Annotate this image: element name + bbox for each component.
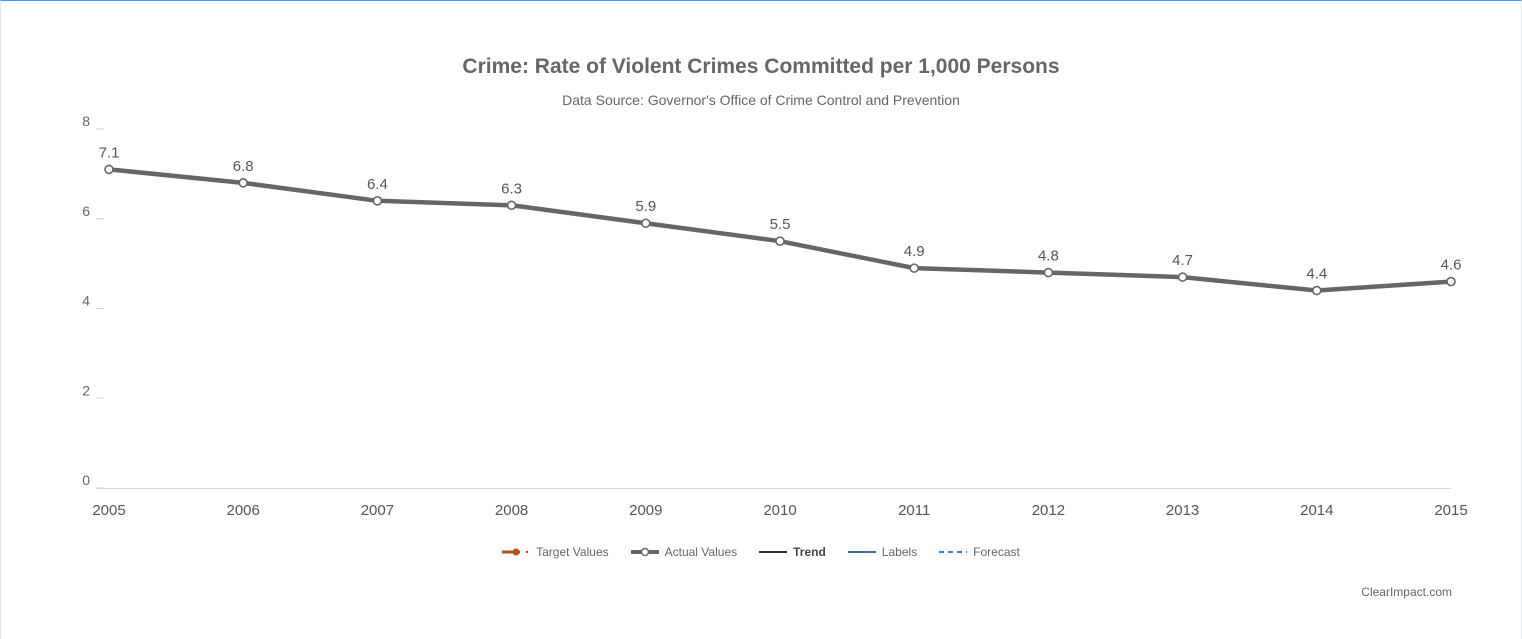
y-tick-label: 6: [82, 203, 90, 219]
data-point: [1043, 267, 1054, 278]
legend-label-forecast: Forecast: [973, 545, 1020, 559]
legend-label-labels: Labels: [881, 545, 918, 559]
chart-subtitle: Data Source: Governor's Office of Crime …: [562, 92, 960, 108]
actual-marker-icon: [630, 547, 659, 557]
y-tick-label: 2: [82, 382, 90, 398]
trend-line-icon: [759, 551, 788, 553]
x-tick-label: 2013: [1166, 502, 1199, 519]
data-label: 4.7: [1172, 252, 1193, 269]
x-tick-label: 2015: [1434, 502, 1467, 519]
data-point: [238, 178, 248, 188]
y-tick-label: 4: [82, 293, 90, 309]
data-point: [1177, 272, 1188, 282]
y-tick-label: 8: [82, 113, 90, 129]
x-tick-label: 2014: [1300, 502, 1333, 519]
x-tick-label: 2007: [361, 502, 394, 519]
x-tick-label: 2011: [898, 502, 930, 519]
data-label: 4.6: [1441, 257, 1462, 274]
data-point: [1446, 276, 1456, 287]
data-point: [104, 164, 114, 175]
legend-item-target[interactable]: Target Values: [502, 545, 609, 559]
legend-label-trend: Trend: [793, 545, 826, 559]
data-label: 4.4: [1306, 266, 1327, 283]
data-point: [640, 218, 651, 229]
data-point: [775, 236, 785, 246]
y-tick-label: 0: [82, 472, 90, 488]
data-point: [1312, 285, 1322, 296]
x-tick-label: 2006: [227, 502, 260, 519]
data-point: [909, 263, 920, 273]
legend-item-trend[interactable]: Trend: [759, 545, 826, 559]
legend: Target Values Actual Values Trend Labels…: [0, 545, 1522, 559]
x-tick-label: 2010: [763, 502, 796, 519]
data-label: 6.8: [233, 158, 254, 175]
credit-link[interactable]: ClearImpact.com: [1361, 585, 1452, 599]
legend-label-actual: Actual Values: [664, 545, 738, 559]
x-tick-label: 2009: [629, 502, 662, 519]
data-label: 5.5: [770, 216, 791, 233]
data-point: [506, 200, 517, 211]
data-label: 5.9: [635, 198, 656, 215]
x-tick-label: 2008: [495, 502, 528, 519]
legend-label-target: Target Values: [536, 545, 609, 559]
target-marker-icon: [502, 548, 529, 556]
forecast-line-icon: [939, 551, 968, 553]
data-point: [372, 196, 383, 206]
data-label: 6.4: [367, 176, 388, 193]
legend-item-forecast[interactable]: Forecast: [939, 545, 1020, 559]
data-label: 4.9: [904, 243, 925, 260]
legend-item-actual[interactable]: Actual Values: [630, 545, 738, 559]
data-label: 6.3: [501, 180, 522, 197]
data-label: 4.8: [1038, 248, 1059, 265]
legend-item-labels[interactable]: Labels: [847, 545, 918, 559]
labels-line-icon: [847, 551, 876, 553]
chart-title: Crime: Rate of Violent Crimes Committed …: [462, 55, 1060, 78]
x-tick-label: 2005: [92, 502, 125, 519]
data-label: 7.1: [99, 144, 120, 161]
x-tick-label: 2012: [1032, 502, 1065, 519]
